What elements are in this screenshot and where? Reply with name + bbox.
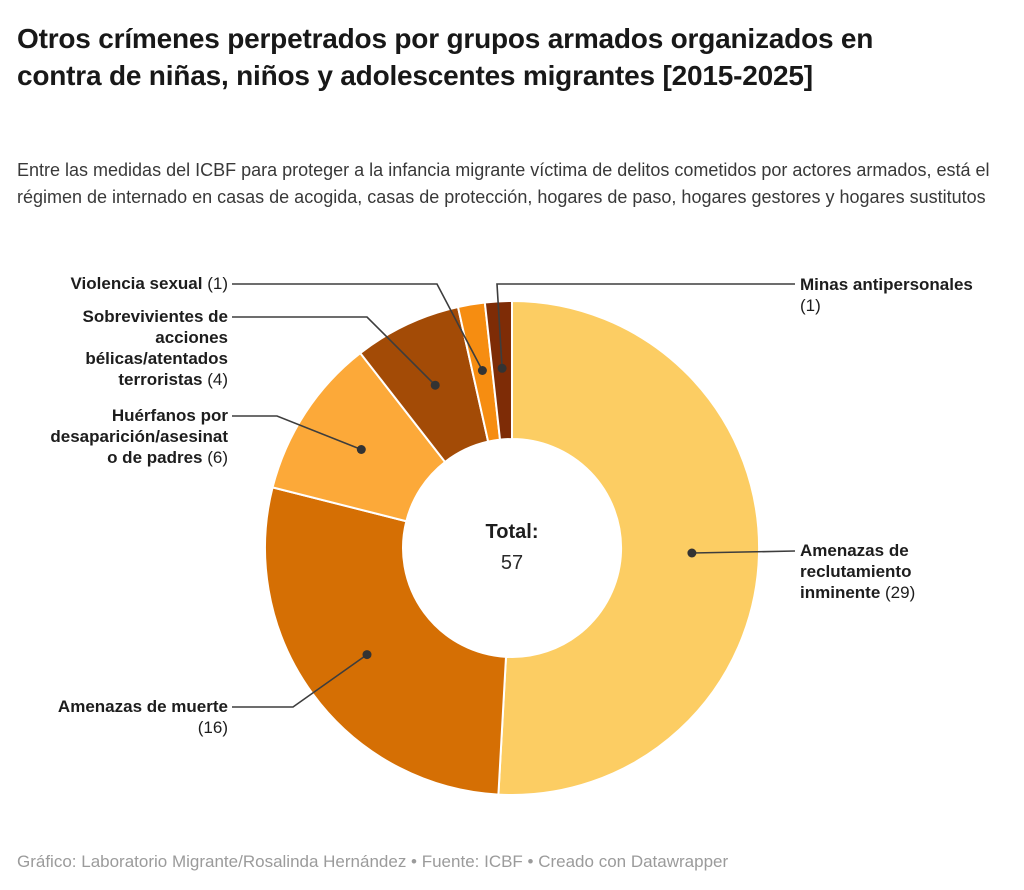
- total-label: Total:: [485, 521, 539, 543]
- segment-label-line: Sobrevivientes de: [82, 307, 228, 326]
- segment-label-line: terroristas (4): [118, 370, 228, 389]
- leader-line-huerfanos-por-desaparicion-asesinato-de-padres: [232, 415, 362, 451]
- leader-dot-huerfanos-por-desaparicion-asesinato-de-padres: [356, 445, 366, 454]
- segment-label-line: acciones: [155, 328, 228, 347]
- donut-segment-amenazas-de-reclutamiento-inminente[interactable]: [497, 299, 761, 796]
- segment-label-line: reclutamiento: [800, 562, 912, 581]
- leader-dot-violencia-sexual: [477, 366, 487, 375]
- leader-line-amenazas-de-reclutamiento-inminente: [691, 550, 796, 554]
- segment-label-line: Amenazas de muerte: [57, 697, 228, 716]
- leader-line-minas-antipersonales: [496, 283, 795, 369]
- leader-dot-sobrevivientes-de-acciones-belicas-atentados-terroristas: [430, 380, 440, 390]
- segment-label-line: o de padres (6): [107, 448, 228, 467]
- segment-label-line: Violencia sexual (1): [70, 274, 229, 293]
- segment-label-line: (16): [197, 718, 228, 737]
- segment-label-amenazas-de-muerte: Amenazas de muerte (16): [58, 696, 228, 738]
- footer-credit: Gráfico: Laboratorio Migrante/Rosalinda …: [17, 852, 729, 871]
- segment-label-line: Huérfanos por: [111, 406, 228, 425]
- donut-center-label: Total: 57: [486, 517, 539, 579]
- leader-dot-minas-antipersonales: [497, 363, 507, 373]
- segment-label-line: desaparición/asesinat: [50, 427, 228, 446]
- donut-segment-amenazas-de-muerte[interactable]: [264, 486, 508, 796]
- leader-line-sobrevivientes-de-acciones-belicas-atentados-terroristas: [232, 316, 436, 386]
- leader-line-violencia-sexual: [232, 283, 484, 371]
- segment-label-violencia-sexual: Violencia sexual (1): [71, 273, 229, 294]
- leader-dot-amenazas-de-muerte: [362, 650, 372, 660]
- segment-label-line: (1): [800, 296, 821, 315]
- chart-title: Otros crímenes perpetrados por grupos ar…: [17, 23, 874, 91]
- segment-label-minas-antipersonales: Minas antipersonales (1): [800, 274, 973, 316]
- segment-label-huerfanos-por-desaparicion-asesinato-de-padres: Huérfanos por desaparición/asesinat o de p…: [50, 405, 228, 468]
- segment-label-sobrevivientes-de-acciones-belicas-atentados-terroristas: Sobrevivientes de acciones bélicas/atentad…: [82, 306, 228, 390]
- segment-label-line: bélicas/atentados: [85, 349, 228, 368]
- chart-subtitle: Entre las medidas del ICBF para proteger…: [17, 160, 990, 207]
- leader-line-amenazas-de-muerte: [232, 653, 368, 708]
- segment-label-line: Amenazas de: [800, 541, 909, 560]
- segment-label-amenazas-de-reclutamiento-inminente: Amenazas de reclutamiento inminente (29): [800, 540, 915, 603]
- segment-label-line: Minas antipersonales: [800, 275, 973, 294]
- leader-dot-amenazas-de-reclutamiento-inminente: [687, 548, 697, 558]
- segment-label-line: inminente (29): [800, 583, 916, 602]
- total-value: 57: [500, 552, 524, 574]
